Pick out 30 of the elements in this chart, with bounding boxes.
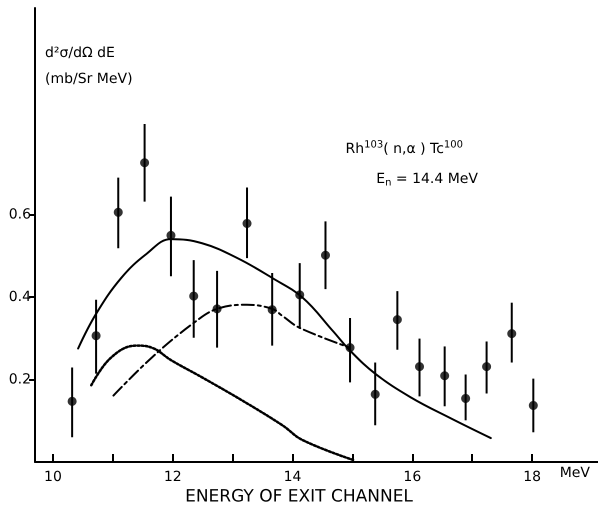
point xyxy=(114,208,123,217)
point xyxy=(346,343,355,352)
point xyxy=(415,362,424,372)
y-axis-title: d²σ/dΩ dE (mb/Sr MeV) xyxy=(45,45,133,87)
y-tick-label: 0.4 xyxy=(8,288,32,305)
point xyxy=(370,390,380,399)
x-tick-label: 10 xyxy=(44,469,62,485)
point xyxy=(392,315,402,324)
x-axis-title: ENERGY OF EXIT CHANNEL xyxy=(185,486,414,506)
x-tick-label: 18 xyxy=(523,469,542,485)
point xyxy=(528,400,538,410)
point xyxy=(140,158,150,168)
x-tick-label: 14 xyxy=(284,469,302,485)
point xyxy=(189,292,198,301)
x-tick-label: 12 xyxy=(164,469,182,485)
point xyxy=(482,362,492,372)
point xyxy=(268,305,277,314)
point xyxy=(212,304,222,314)
text: MeV xyxy=(560,465,590,481)
point xyxy=(507,329,516,338)
point xyxy=(295,290,304,300)
point xyxy=(92,331,101,340)
point xyxy=(68,396,77,406)
point xyxy=(242,218,252,228)
y-tick-label: 0.6 xyxy=(8,206,32,222)
point xyxy=(461,394,470,403)
x-tick-label: 16 xyxy=(403,469,422,485)
y-tick-label: 0.2 xyxy=(8,371,31,388)
point xyxy=(440,371,450,380)
point xyxy=(320,250,330,260)
